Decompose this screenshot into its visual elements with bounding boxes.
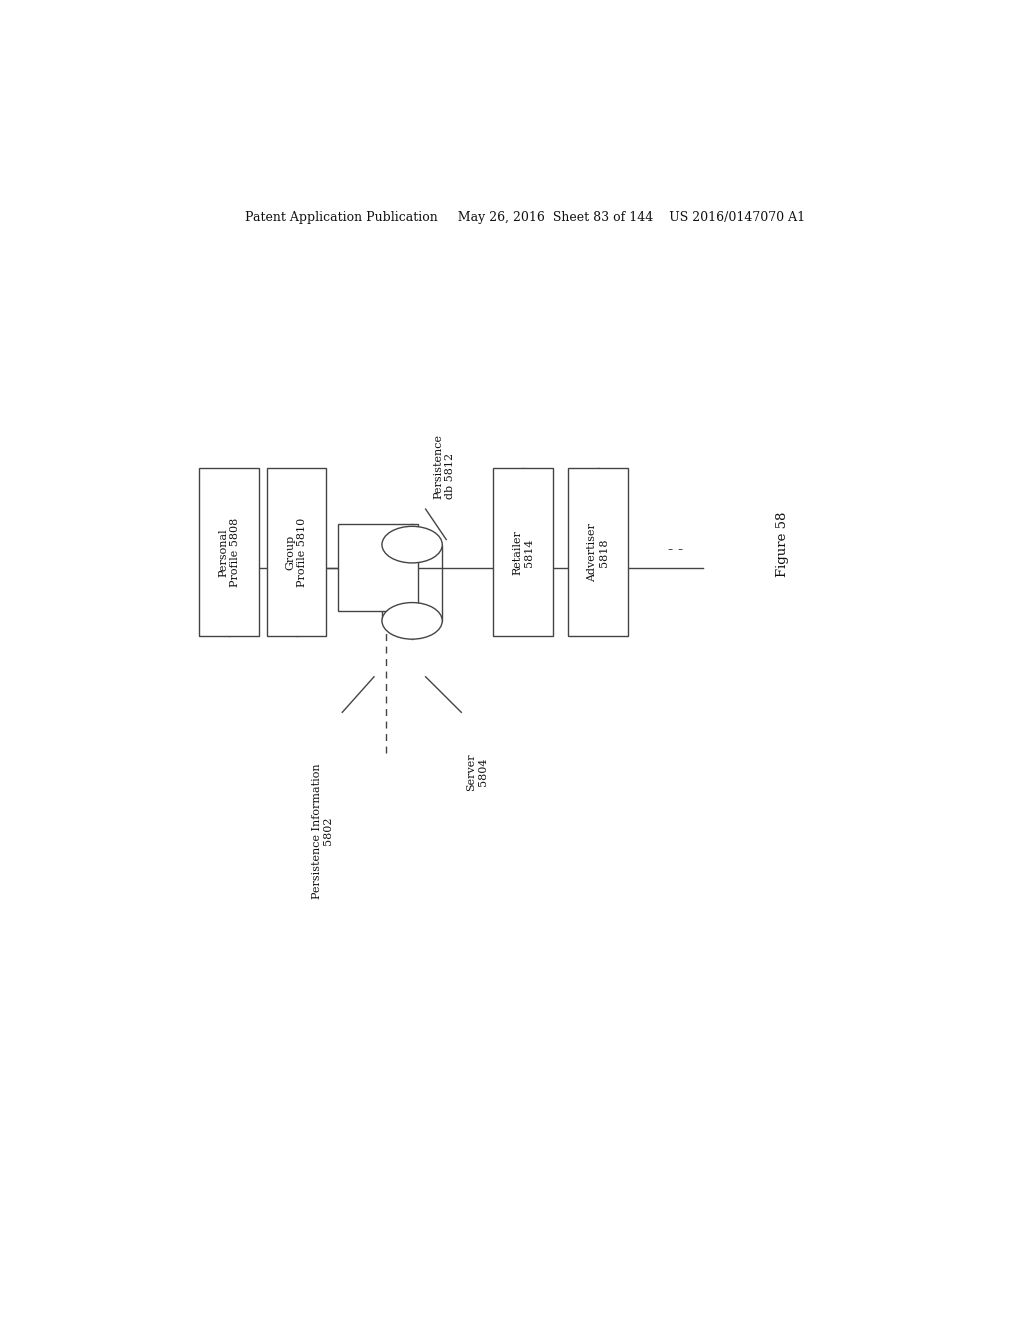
Bar (494, 469, 553, 636)
Text: Persistence
db 5812: Persistence db 5812 (433, 434, 455, 499)
Text: Persistence Information
5802: Persistence Information 5802 (311, 763, 333, 899)
Ellipse shape (382, 527, 442, 562)
Bar (382, 545, 442, 620)
Text: Retailer
5814: Retailer 5814 (512, 529, 534, 574)
Text: Figure 58: Figure 58 (776, 512, 790, 577)
Text: Group
Profile 5810: Group Profile 5810 (286, 517, 307, 587)
Bar (568, 469, 628, 636)
Text: Server
5804: Server 5804 (466, 752, 488, 791)
Bar (267, 469, 327, 636)
Text: Personal
Profile 5808: Personal Profile 5808 (218, 517, 240, 587)
Text: Patent Application Publication     May 26, 2016  Sheet 83 of 144    US 2016/0147: Patent Application Publication May 26, 2… (245, 211, 805, 224)
Text: Advertiser
5818: Advertiser 5818 (588, 523, 609, 582)
Text: - -: - - (668, 543, 683, 557)
Bar (200, 469, 259, 636)
Bar (338, 524, 418, 611)
Ellipse shape (382, 602, 442, 639)
